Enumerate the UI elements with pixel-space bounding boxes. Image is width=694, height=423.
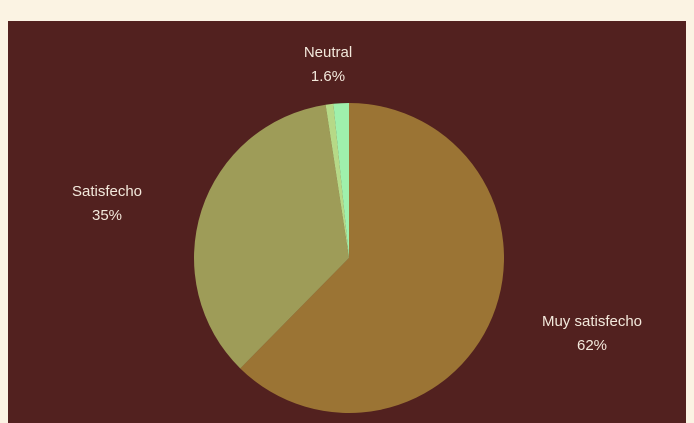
pie-slice-unlabeled	[325, 103, 349, 258]
pie-slice-satisfecho	[194, 104, 349, 369]
pie-slice-muy-satisfecho	[240, 103, 505, 413]
pie-slice-neutral	[333, 103, 349, 258]
slice-value-muy-satisfecho: 62%	[577, 337, 607, 354]
slice-label-satisfecho: Satisfecho	[72, 183, 142, 200]
slice-label-neutral: Neutral	[304, 44, 352, 61]
pie-chart: Muy satisfecho 62% Satisfecho 35% Neutral 1.6…	[72, 44, 642, 413]
pie-slices	[194, 103, 505, 413]
slice-label-muy-satisfecho: Muy satisfecho	[542, 313, 642, 330]
slice-value-neutral: 1.6%	[311, 68, 345, 85]
slice-value-satisfecho: 35%	[92, 207, 122, 224]
chart-panel: Muy satisfecho 62% Satisfecho 35% Neutral 1.6…	[8, 21, 686, 423]
slice-labels: Muy satisfecho 62% Satisfecho 35% Neutral 1.6…	[72, 44, 642, 354]
